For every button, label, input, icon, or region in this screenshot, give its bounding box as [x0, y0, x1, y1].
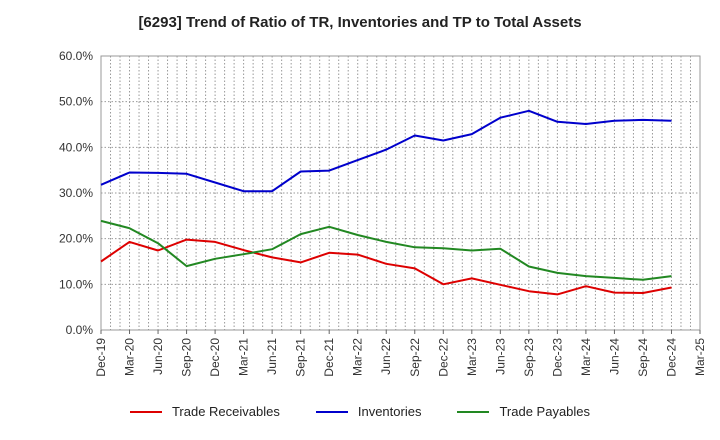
- series-line-inventories: [100, 109, 672, 193]
- y-tick-label: 50.0%: [59, 95, 93, 109]
- axis-layer: 0.0% 10.0% 20.0% 30.0% 40.0% 50.0% 60.0% Dec-19…: [59, 49, 707, 377]
- chart-title: [6293] Trend of Ratio of TR, Inventories…: [138, 14, 582, 31]
- x-tick-label: Mar-21: [237, 338, 251, 376]
- series-line-trade-receivables: [100, 238, 672, 296]
- legend-item-trade-payables: Trade Payables: [457, 404, 590, 419]
- x-tick-label: Jun-24: [607, 338, 621, 375]
- legend-label: Inventories: [357, 404, 422, 419]
- legend-swatch: [457, 410, 490, 413]
- y-tick-label: 0.0%: [66, 323, 94, 337]
- legend-label: Trade Payables: [499, 404, 591, 419]
- series-line-trade-payables: [100, 219, 672, 281]
- plot-frame: [100, 55, 701, 331]
- legend-item-trade-receivables: Trade Receivables: [129, 404, 280, 419]
- x-tick-label: Dec-22: [436, 338, 450, 377]
- x-tick-label: Mar-25: [693, 338, 707, 376]
- x-tick-label: Sep-22: [408, 338, 422, 377]
- y-tick-label: 40.0%: [59, 140, 93, 154]
- x-tick-label: Sep-21: [294, 338, 308, 377]
- grid-layer: [100, 55, 701, 331]
- y-tick-label: 60.0%: [59, 49, 93, 63]
- x-tick-label: Sep-20: [180, 338, 194, 377]
- legend-swatch: [315, 410, 348, 413]
- x-tick-label: Sep-23: [522, 338, 536, 377]
- x-tick-label: Dec-21: [322, 338, 336, 377]
- x-tick-label: Dec-20: [208, 338, 222, 377]
- y-tick-label: 20.0%: [59, 232, 93, 246]
- y-tick-label: 10.0%: [59, 277, 93, 291]
- legend-item-inventories: Inventories: [315, 404, 422, 419]
- legend: Trade Receivables Inventories Trade Payabl…: [0, 404, 720, 419]
- x-tick-label: Sep-24: [636, 338, 650, 377]
- x-tick-label: Jun-21: [265, 338, 279, 375]
- x-tick-label: Mar-24: [579, 338, 593, 376]
- legend-label: Trade Receivables: [171, 404, 280, 419]
- x-tick-label: Jun-20: [151, 338, 165, 375]
- x-tick-label: Jun-22: [379, 338, 393, 375]
- x-tick-label: Mar-20: [123, 338, 137, 376]
- x-tick-label: Dec-19: [94, 338, 108, 377]
- x-tick-label: Mar-23: [465, 338, 479, 376]
- x-tick-label: Jun-23: [493, 338, 507, 375]
- x-tick-label: Mar-22: [351, 338, 365, 376]
- x-tick-label: Dec-24: [664, 338, 678, 377]
- legend-swatch: [129, 410, 162, 413]
- x-tick-label: Dec-23: [550, 338, 564, 377]
- y-tick-label: 30.0%: [59, 186, 93, 200]
- series-layer: [100, 109, 672, 296]
